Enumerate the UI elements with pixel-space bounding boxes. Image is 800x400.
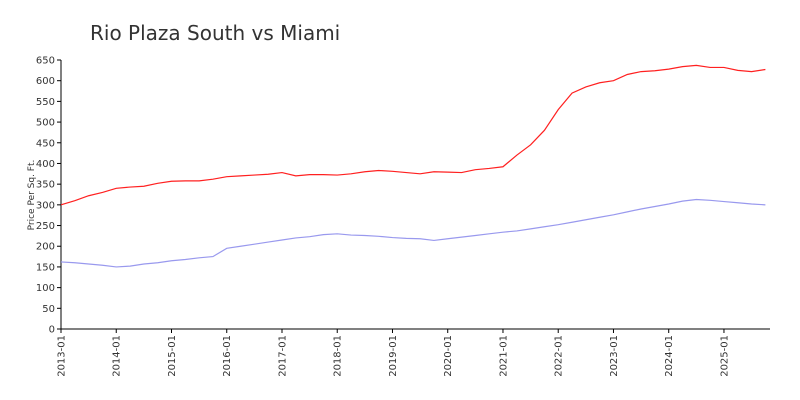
y-tick-label: 250 xyxy=(36,221,55,232)
x-tick-label: 2022-01 xyxy=(554,335,565,377)
x-tick-label: 2021-01 xyxy=(498,335,509,377)
y-tick-label: 350 xyxy=(36,180,55,191)
x-tick-label: 2018-01 xyxy=(333,335,344,377)
y-tick-label: 400 xyxy=(36,159,55,170)
y-axis-label: Price Per Sq. Ft. xyxy=(27,160,37,231)
x-tick-label: 2016-01 xyxy=(222,335,233,377)
x-tick-label: 2024-01 xyxy=(664,335,675,377)
x-tick-label: 2015-01 xyxy=(167,335,178,377)
x-tick-label: 2023-01 xyxy=(609,335,620,377)
chart-title: Rio Plaza South vs Miami xyxy=(90,21,340,45)
y-tick-label: 200 xyxy=(36,242,55,253)
y-tick-label: 150 xyxy=(36,262,55,273)
x-tick-label: 2014-01 xyxy=(112,335,123,377)
y-tick-label: 450 xyxy=(36,138,55,149)
x-tick-label: 2025-01 xyxy=(719,335,730,377)
x-tick-label: 2019-01 xyxy=(388,335,399,377)
y-tick-label: 500 xyxy=(36,118,55,129)
series-line xyxy=(60,198,766,268)
x-tick-label: 2017-01 xyxy=(277,335,288,377)
y-tick-label: 300 xyxy=(36,200,55,211)
x-tick-label: 2013-01 xyxy=(57,335,68,377)
y-tick-label: 600 xyxy=(36,76,55,87)
y-tick-label: 50 xyxy=(42,304,55,315)
y-tick-label: 650 xyxy=(36,56,55,67)
series-line xyxy=(60,64,766,206)
y-tick-label: 550 xyxy=(36,97,55,108)
y-tick-label: 100 xyxy=(36,283,55,294)
x-tick-label: 2020-01 xyxy=(443,335,454,377)
y-tick-label: 0 xyxy=(49,325,55,336)
